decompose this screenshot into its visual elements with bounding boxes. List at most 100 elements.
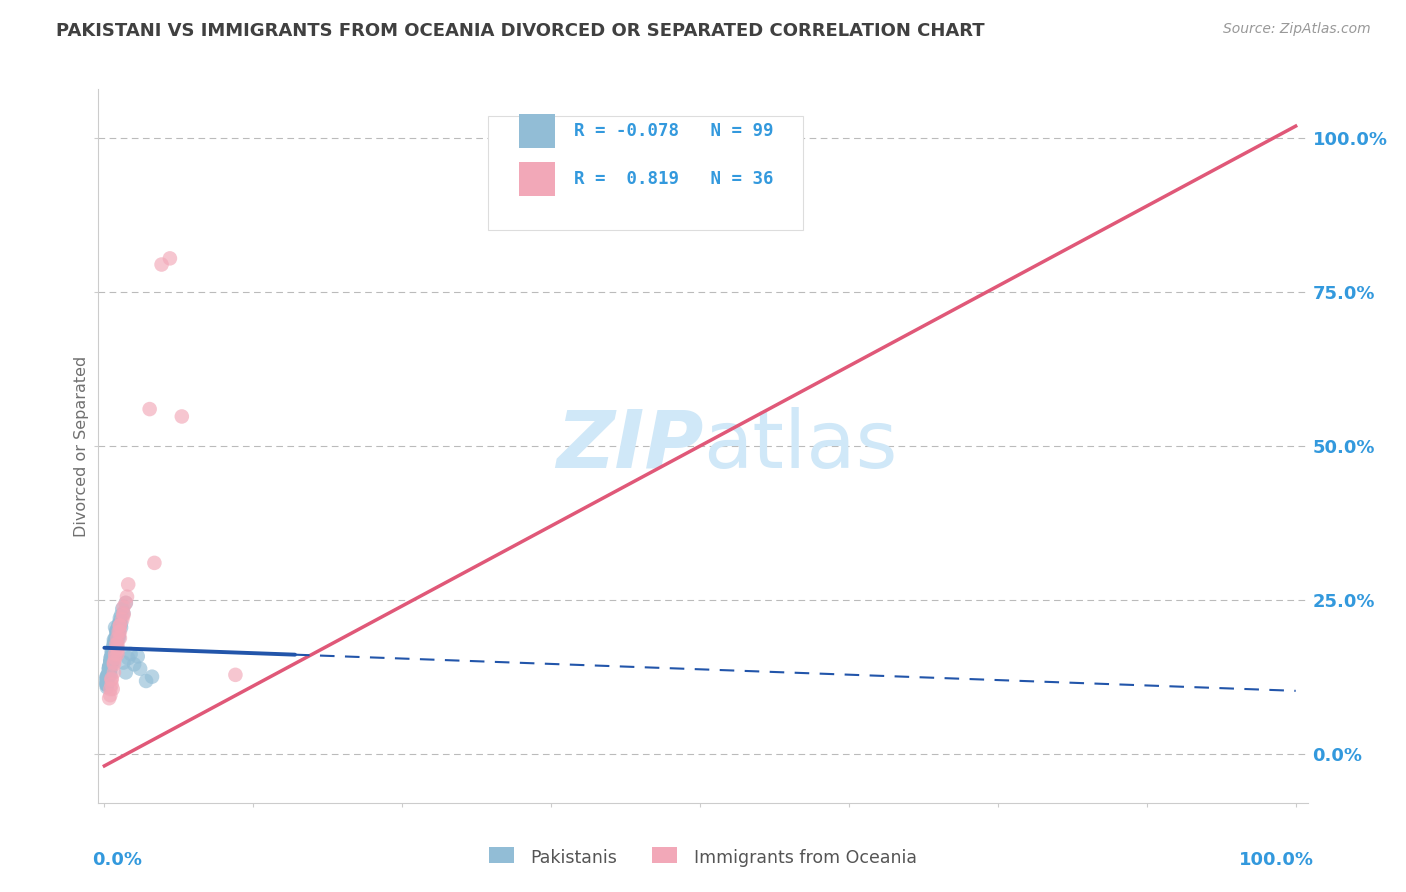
Point bbox=[98, 668, 121, 682]
Point bbox=[100, 657, 122, 672]
Legend: Pakistanis, Immigrants from Oceania: Pakistanis, Immigrants from Oceania bbox=[482, 843, 924, 874]
Point bbox=[107, 628, 129, 642]
Point bbox=[105, 631, 128, 645]
Point bbox=[101, 647, 124, 661]
Point bbox=[96, 670, 118, 684]
Point bbox=[107, 628, 129, 642]
Point bbox=[120, 647, 142, 661]
Point bbox=[107, 618, 129, 632]
Point bbox=[107, 643, 129, 657]
Point bbox=[107, 623, 129, 637]
Point bbox=[96, 678, 118, 692]
Point bbox=[96, 672, 118, 686]
Point bbox=[101, 643, 124, 657]
Point bbox=[96, 672, 118, 686]
Point bbox=[105, 634, 128, 648]
Point bbox=[100, 649, 122, 664]
Point bbox=[108, 615, 131, 629]
Point bbox=[104, 632, 127, 647]
Point bbox=[115, 590, 138, 604]
Point bbox=[114, 596, 136, 610]
Point bbox=[107, 626, 129, 640]
Point bbox=[98, 657, 121, 672]
Point bbox=[101, 642, 124, 657]
Point bbox=[98, 668, 121, 682]
Point bbox=[117, 577, 139, 591]
Point bbox=[104, 620, 127, 634]
Point bbox=[101, 651, 124, 665]
Text: R = -0.078   N = 99: R = -0.078 N = 99 bbox=[574, 122, 773, 140]
Text: Source: ZipAtlas.com: Source: ZipAtlas.com bbox=[1223, 22, 1371, 37]
Point bbox=[107, 631, 129, 645]
Point bbox=[105, 634, 128, 648]
Point bbox=[135, 673, 157, 688]
Point bbox=[100, 672, 122, 686]
Point bbox=[98, 660, 121, 674]
Point bbox=[98, 660, 121, 674]
Point bbox=[170, 409, 193, 424]
Point bbox=[97, 668, 120, 682]
Point bbox=[101, 647, 124, 661]
Point bbox=[96, 678, 118, 692]
Point bbox=[103, 636, 125, 650]
FancyBboxPatch shape bbox=[488, 116, 803, 230]
Text: ZIP: ZIP bbox=[555, 407, 703, 485]
Point bbox=[97, 666, 120, 681]
Point bbox=[107, 624, 129, 639]
Point bbox=[107, 637, 129, 651]
Point bbox=[104, 651, 127, 665]
Point bbox=[100, 673, 122, 687]
Point bbox=[108, 618, 131, 632]
Point bbox=[98, 656, 121, 670]
Point bbox=[112, 607, 135, 621]
Point bbox=[98, 654, 121, 668]
Point bbox=[101, 681, 124, 696]
Point bbox=[112, 656, 135, 670]
Text: atlas: atlas bbox=[703, 407, 897, 485]
Point bbox=[100, 678, 122, 692]
Point bbox=[98, 662, 121, 676]
Point bbox=[104, 634, 127, 648]
Point bbox=[100, 649, 122, 664]
Point bbox=[104, 639, 127, 653]
Text: PAKISTANI VS IMMIGRANTS FROM OCEANIA DIVORCED OR SEPARATED CORRELATION CHART: PAKISTANI VS IMMIGRANTS FROM OCEANIA DIV… bbox=[56, 22, 984, 40]
Point bbox=[110, 616, 132, 631]
Y-axis label: Divorced or Separated: Divorced or Separated bbox=[73, 355, 89, 537]
Point bbox=[111, 612, 134, 626]
Point bbox=[127, 649, 149, 664]
Point bbox=[98, 662, 121, 676]
Point bbox=[98, 659, 121, 673]
Point bbox=[98, 651, 121, 665]
Point bbox=[224, 668, 246, 682]
Point bbox=[103, 656, 125, 670]
Point bbox=[104, 647, 127, 661]
Point bbox=[105, 637, 128, 651]
Point bbox=[105, 630, 128, 644]
Point bbox=[107, 617, 129, 632]
Point bbox=[101, 640, 124, 655]
Text: 100.0%: 100.0% bbox=[1239, 851, 1313, 870]
Point bbox=[96, 678, 118, 692]
Point bbox=[108, 624, 131, 639]
Point bbox=[104, 640, 127, 655]
Point bbox=[143, 556, 166, 570]
Point bbox=[96, 673, 118, 688]
Point bbox=[159, 252, 181, 266]
Point bbox=[108, 611, 131, 625]
Point bbox=[104, 639, 127, 653]
Point bbox=[98, 681, 121, 696]
Point bbox=[98, 688, 121, 702]
Point bbox=[111, 602, 134, 616]
Point bbox=[150, 258, 173, 272]
Point bbox=[129, 662, 152, 676]
Point bbox=[122, 657, 145, 672]
Point bbox=[108, 618, 131, 632]
Point bbox=[98, 656, 121, 670]
Point bbox=[114, 665, 136, 680]
Text: 0.0%: 0.0% bbox=[93, 851, 142, 870]
Point bbox=[103, 640, 125, 655]
Point bbox=[107, 626, 129, 640]
Point bbox=[105, 624, 128, 639]
Point bbox=[103, 665, 125, 680]
Point bbox=[96, 676, 118, 690]
